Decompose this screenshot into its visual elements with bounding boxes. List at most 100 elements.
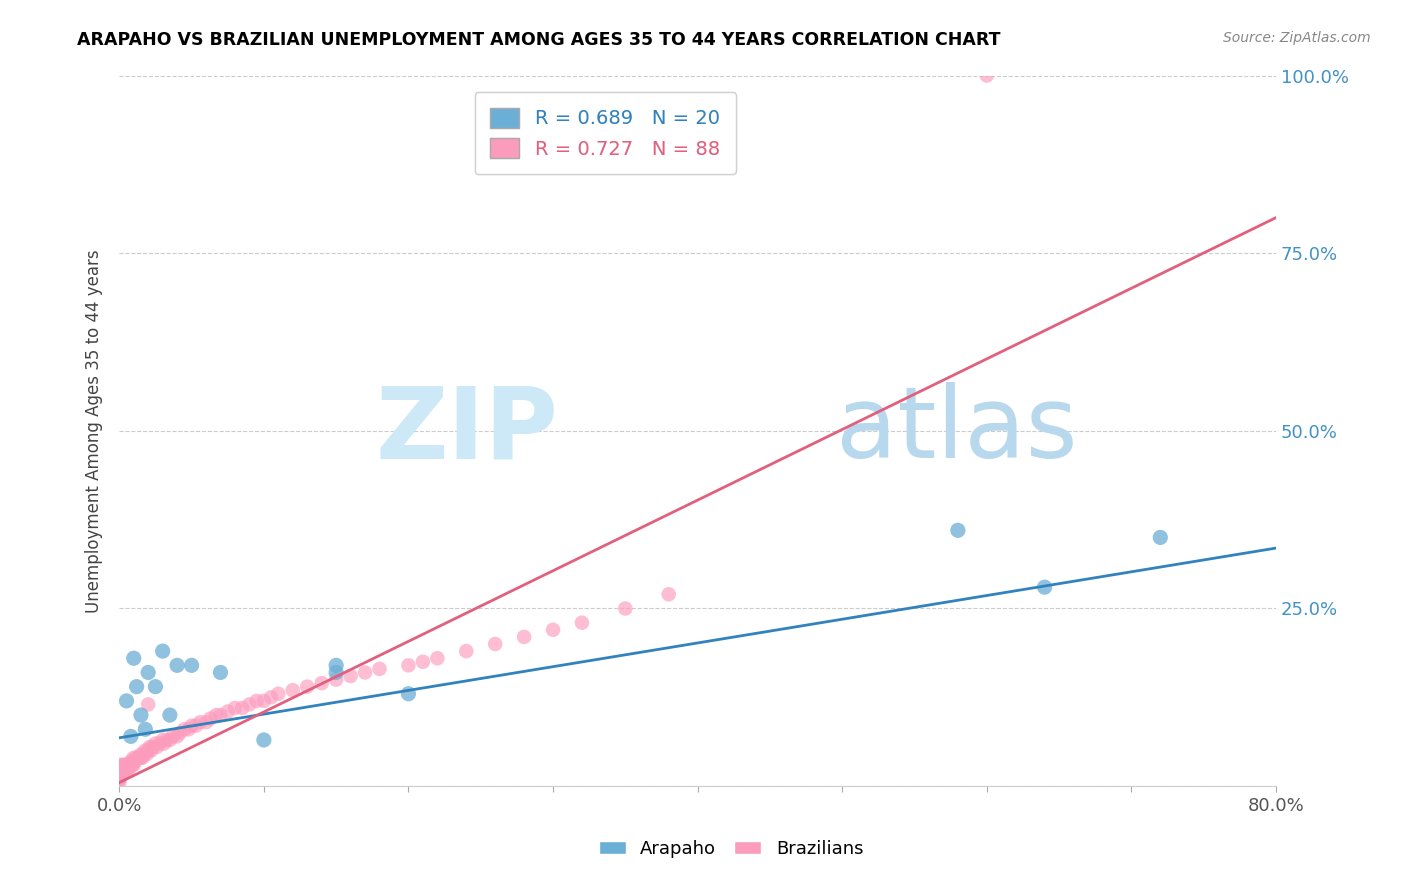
Point [311,676,333,690]
Point [946,524,969,538]
Point [118,757,141,772]
Point [152,644,174,658]
Point [231,701,253,715]
Point [571,615,593,630]
Point [117,761,139,775]
Point [118,761,141,775]
Point [131,750,153,764]
Point [115,761,138,775]
Point [112,761,135,775]
Point [136,698,159,712]
Point [138,740,160,755]
Point [134,723,156,737]
Point [108,764,131,779]
Point [412,655,434,669]
Point [141,740,163,755]
Point [658,587,681,601]
Point [173,723,195,737]
Point [122,757,145,772]
Point [354,665,377,680]
Legend: Arapaho, Brazilians: Arapaho, Brazilians [592,833,870,865]
Point [132,747,155,761]
Point [120,754,142,768]
Point [115,757,138,772]
Point [253,694,276,708]
Point [146,740,169,755]
Point [108,772,131,786]
Point [614,601,637,615]
Point [122,750,145,764]
Point [122,754,145,768]
Point [398,687,420,701]
Point [120,730,142,744]
Point [200,712,222,726]
Point [1033,580,1056,594]
Point [166,730,188,744]
Point [135,747,157,761]
Point [368,662,391,676]
Point [145,737,167,751]
Point [145,680,167,694]
Point [238,698,260,712]
Text: atlas: atlas [837,383,1078,479]
Point [127,750,149,764]
Point [205,708,228,723]
Text: ZIP: ZIP [375,383,558,479]
Point [115,764,138,779]
Point [129,750,152,764]
Point [108,772,131,786]
Point [114,757,136,772]
Point [297,680,319,694]
Point [128,750,150,764]
Point [166,658,188,673]
Point [125,680,148,694]
Point [159,733,181,747]
Point [246,694,269,708]
Point [139,743,162,757]
Point [217,705,239,719]
Point [162,730,184,744]
Point [134,743,156,757]
Point [108,775,131,789]
Point [129,747,152,761]
Point [129,708,152,723]
Point [115,694,138,708]
Point [108,764,131,779]
Point [281,683,304,698]
Point [120,757,142,772]
Point [224,701,246,715]
Point [976,69,998,83]
Point [267,687,290,701]
Point [136,665,159,680]
Point [325,673,347,687]
Point [1149,530,1171,544]
Point [188,715,211,730]
Point [180,658,202,673]
Point [122,651,145,665]
Point [456,644,478,658]
Point [111,757,134,772]
Point [484,637,506,651]
Point [153,737,176,751]
Point [513,630,536,644]
Point [108,772,131,786]
Point [184,719,207,733]
Point [398,658,420,673]
Point [325,665,347,680]
Point [339,669,361,683]
Point [177,723,200,737]
Point [156,733,179,747]
Point [136,743,159,757]
Point [124,754,146,768]
Point [325,658,347,673]
Point [541,623,564,637]
Point [125,750,148,764]
Point [112,764,135,779]
Point [426,651,449,665]
Y-axis label: Unemployment Among Ages 35 to 44 years: Unemployment Among Ages 35 to 44 years [86,249,103,613]
Point [180,719,202,733]
Point [260,690,283,705]
Point [209,708,232,723]
Point [108,757,131,772]
Point [117,757,139,772]
